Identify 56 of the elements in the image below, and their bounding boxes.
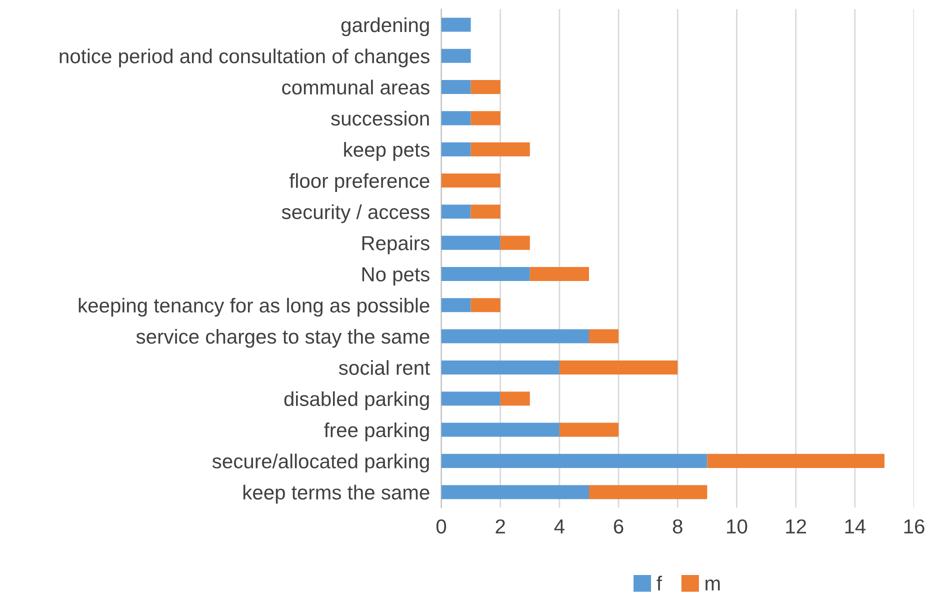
x-tick-label: 2 [496, 519, 505, 534]
bar [441, 111, 471, 126]
bar [441, 329, 589, 344]
y-tick-label: free parking [324, 422, 429, 442]
bar [500, 392, 530, 406]
bar [559, 360, 678, 374]
bar [470, 142, 530, 156]
bar [500, 236, 530, 250]
bar [441, 454, 708, 468]
x-tick-label: 8 [672, 519, 682, 534]
bar [441, 266, 530, 281]
bar [441, 18, 471, 32]
y-tick-label: floor preference [289, 173, 430, 192]
y-tick-label: gardening [341, 17, 429, 36]
y-tick-label: No pets [362, 267, 430, 286]
bar [470, 298, 500, 312]
y-tick-label: disabled parking [284, 391, 429, 410]
bar [470, 80, 500, 94]
bar [470, 111, 500, 126]
legend-label: m [706, 580, 720, 590]
y-tick-label: keep terms the same [243, 484, 430, 504]
x-tick-label: 4 [554, 520, 564, 534]
y-tick-label: social rent [338, 360, 430, 375]
bar [470, 204, 500, 219]
x-tick-label: 14 [845, 520, 866, 534]
y-tick-label: keeping tenancy for as long as possible [78, 298, 430, 317]
x-tick-label: 10 [727, 519, 748, 534]
bar [707, 454, 884, 468]
y-tick-label: communal areas [282, 80, 430, 95]
bar [441, 204, 471, 219]
bar [441, 80, 471, 94]
bar [441, 360, 560, 374]
bar [559, 422, 619, 437]
bar [588, 329, 619, 344]
bar [441, 485, 589, 500]
x-tick-label: 6 [614, 519, 624, 534]
bar [441, 236, 500, 250]
y-tick-label: security / access [282, 204, 430, 224]
bar [441, 142, 471, 156]
legend-label: f [656, 576, 662, 590]
bar [441, 48, 471, 63]
y-tick-label: keep pets [344, 142, 430, 161]
bar [441, 422, 560, 437]
bar [441, 392, 500, 406]
x-tick-label: 12 [786, 519, 806, 534]
bar [530, 266, 589, 281]
y-tick-label: Repairs [362, 236, 430, 254]
y-tick-label: secure/allocated parking [212, 454, 429, 472]
bar [441, 298, 471, 312]
bar [588, 485, 708, 500]
x-tick-label: 16 [904, 519, 924, 534]
x-tick-label: 0 [436, 519, 446, 534]
y-tick-label: notice period and consultation of changes [60, 48, 430, 68]
y-tick-label: service charges to stay the same [136, 329, 430, 348]
bar [441, 173, 500, 188]
y-tick-label: succession [331, 110, 429, 126]
